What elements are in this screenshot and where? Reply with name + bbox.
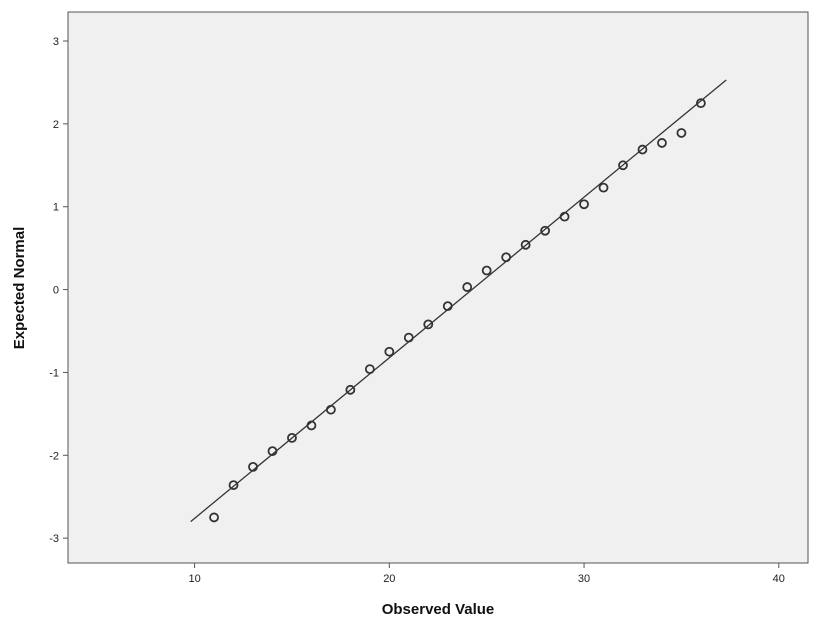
data-point	[345, 384, 356, 395]
data-point	[676, 128, 687, 138]
x-axis-title: Observed Value	[382, 601, 495, 618]
y-tick-label: 0	[53, 285, 59, 297]
data-point	[209, 512, 219, 523]
data-point	[325, 404, 336, 415]
reference-line	[190, 79, 727, 523]
data-point	[442, 301, 453, 312]
data-point	[364, 364, 375, 375]
data-point	[287, 432, 297, 443]
data-point	[540, 225, 551, 236]
plot-area	[67, 11, 809, 564]
data-point	[598, 182, 609, 193]
y-tick-label: -2	[49, 450, 59, 462]
x-tick-label: 10	[188, 573, 200, 585]
y-tick-label: 2	[53, 119, 59, 131]
data-point	[695, 98, 706, 109]
data-point	[481, 265, 492, 276]
data-point	[637, 144, 648, 155]
reference-line-layer	[190, 79, 727, 523]
data-point	[403, 332, 414, 343]
data-point	[501, 252, 512, 263]
data-point	[423, 319, 434, 330]
data-point	[462, 282, 473, 292]
data-point	[267, 446, 278, 457]
data-point	[520, 239, 531, 250]
data-point	[306, 420, 317, 431]
y-tick-label: 3	[53, 36, 59, 48]
y-axis-title: Expected Normal	[11, 227, 28, 350]
y-tick-label: 1	[53, 202, 59, 214]
x-tick-label: 20	[383, 573, 395, 585]
x-tick-label: 40	[773, 573, 785, 585]
data-point	[618, 160, 628, 171]
data-point	[384, 346, 395, 357]
y-tick-label: -3	[49, 533, 59, 545]
x-tick-label: 30	[578, 573, 590, 585]
data-point	[559, 211, 570, 222]
data-point	[228, 480, 239, 491]
data-point	[657, 138, 667, 148]
y-tick-label: -1	[49, 367, 59, 379]
data-point	[248, 461, 258, 472]
data-point	[579, 199, 589, 210]
ticks-layer: 10 20 30 40 -3 -2 -1 0 1 2 3	[49, 36, 785, 585]
points-layer	[209, 98, 706, 523]
